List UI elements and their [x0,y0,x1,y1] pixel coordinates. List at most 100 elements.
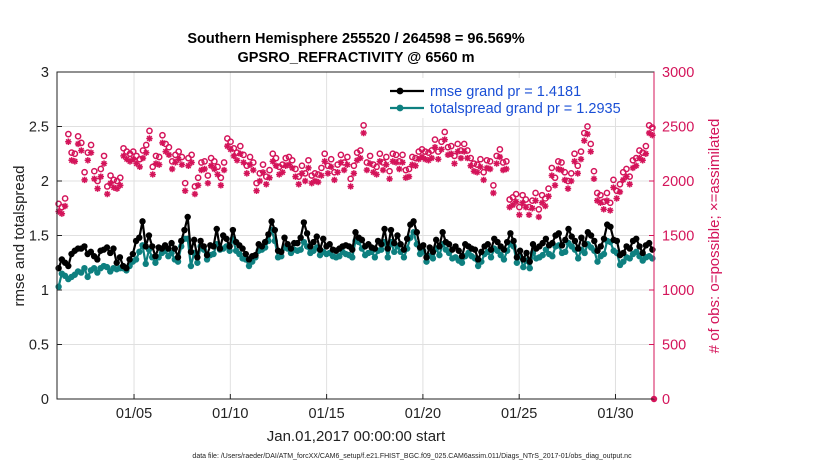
obs-possible-point [321,150,329,158]
obs-assimilated-mark [259,169,267,176]
obs-assimilated-mark [402,174,409,181]
obs-assimilated-point [441,136,448,143]
rmse-point [529,241,537,248]
obs-possible-point [623,165,630,173]
obs-assimilated-mark [162,148,169,155]
obs-assimilated-mark [353,157,361,164]
obs-assimilated-point [246,161,254,168]
obs-assimilated-mark [383,161,390,168]
totalspread-point [84,273,91,281]
obs-assimilated-point [357,154,364,162]
obs-possible-point [649,124,656,131]
rmse-point [571,237,579,245]
data-file-footer: data file: /Users/raeder/DAI/ATM_forcXX/… [192,453,632,460]
obs-possible-point [129,148,137,155]
obs-possible-point [152,152,160,160]
obs-possible-point [447,142,455,150]
obs-assimilated-point [162,148,169,155]
rmse-point [223,235,230,242]
obs-assimilated-mark [610,184,617,191]
chart-title-line1: Southern Hemisphere 255520 / 264598 = 96… [187,31,524,47]
rmse-point [194,254,201,261]
obs-assimilated-point [603,197,611,204]
rmse-point [423,254,430,261]
obs-assimilated-mark [334,169,341,176]
obs-assimilated-point [243,170,251,177]
obs-assimilated-point [168,165,176,173]
obs-assimilated-mark [126,158,134,165]
obs-possible-point [399,151,406,159]
obs-assimilated-mark [441,136,448,143]
totalspread-point [384,254,391,261]
obs-assimilated-mark [587,148,594,155]
rmse-point [139,218,146,225]
obs-assimilated-point [58,210,66,217]
obs-assimilated-mark [58,210,66,217]
obs-assimilated-point [473,169,481,176]
obs-assimilated-point [318,172,325,179]
obs-possible-point [194,174,202,182]
left-y-tick-label: 0.5 [29,338,49,354]
obs-assimilated-point [574,170,581,177]
obs-possible-point [288,156,296,164]
totalspread-point [194,259,201,266]
obs-assimilated-mark [146,135,153,142]
rmse-point [432,236,440,244]
obs-assimilated-mark [61,202,69,210]
left-y-tick-label: 1.5 [29,229,49,245]
obs-possible-point [305,156,312,164]
obs-assimilated-mark [321,158,328,165]
obs-assimilated-point [529,205,536,212]
obs-assimilated-mark [295,181,302,188]
obs-assimilated-point [113,185,121,192]
obs-possible-point [616,180,624,188]
obs-assimilated-mark [551,182,559,189]
obs-assimilated-mark [571,158,578,165]
rmse-point [513,254,521,261]
obs-possible-point [421,148,429,155]
obs-assimilated-point [237,150,244,157]
obs-assimilated-point [639,157,646,164]
obs-assimilated-mark [272,162,280,169]
obs-assimilated-point [308,179,315,187]
obs-assimilated-point [568,177,575,185]
obs-possible-point [386,167,393,175]
obs-assimilated-point [477,163,484,171]
obs-assimilated-mark [457,154,465,162]
obs-assimilated-point [327,163,335,171]
obs-possible-point [71,150,79,158]
obs-assimilated-point [123,156,130,163]
obs-assimilated-mark [606,207,614,214]
obs-possible-point [642,142,650,150]
obs-assimilated-mark [211,165,218,173]
obs-assimilated-mark [577,156,585,163]
rmse-point [284,241,291,248]
totalspread-point [581,249,588,257]
rmse-point [578,234,585,241]
rmse-point [633,235,640,242]
rmse-point [352,229,359,236]
rmse-point [426,244,433,251]
rmse-point [587,232,595,239]
rmse-point [384,245,391,252]
totalspread-point [500,256,508,263]
obs-assimilated-mark [519,199,526,206]
obs-assimilated-mark [110,184,117,191]
totalspread-point [336,253,343,260]
rmse-point [229,226,237,234]
obs-assimilated-point [532,197,539,204]
obs-possible-point [269,150,277,158]
obs-assimilated-point [74,140,82,148]
obs-assimilated-mark [305,164,312,172]
obs-possible-point [584,123,591,130]
obs-assimilated-mark [516,211,523,218]
obs-assimilated-mark [525,211,533,218]
obs-assimilated-mark [405,173,413,180]
obs-assimilated-mark [483,164,491,172]
totalspread-point [436,251,443,259]
obs-assimilated-point [542,202,549,210]
rmse-point [639,249,646,257]
totalspread-point [562,248,569,256]
obs-assimilated-point [629,164,637,172]
obs-assimilated-point [250,166,257,174]
